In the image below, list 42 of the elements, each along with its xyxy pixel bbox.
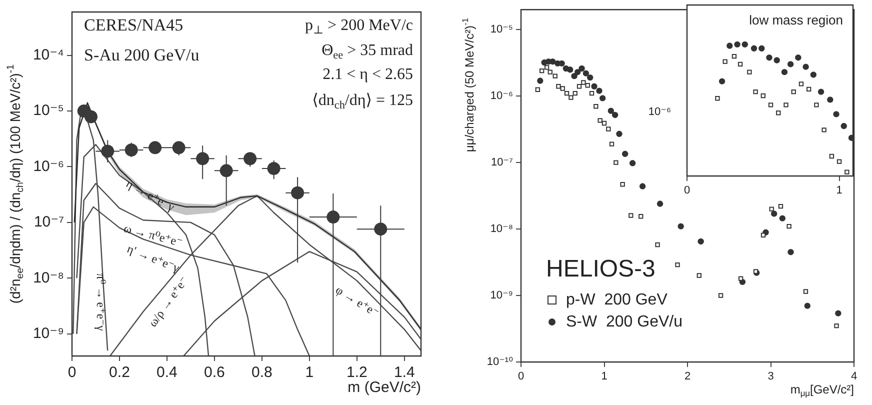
legend-label: p-W 200 GeV [566,291,668,308]
annotation: CERES/NA45 [84,15,184,34]
y-tick-label: 10⁻⁶ [490,90,513,102]
x-tick-label: 0 [518,370,524,383]
y-tick-label: 10⁻⁹ [32,324,64,342]
y-axis-title: (d²nee/dηdm) / (dnch/dη) (100 MeV/c²)-1 [5,64,26,304]
annotation: π⁰ → e⁺e⁻γ [94,273,108,332]
x-tick-label: 0.6 [204,364,225,382]
annotation: p⊥ > 200 MeV/c [305,17,413,37]
x-tick-label: 0 [684,184,690,197]
y-tick-label: 10⁻⁴ [32,46,64,64]
x-tick-label: 0.2 [109,364,130,382]
annotation: S-Au 200 GeV/u [84,45,200,64]
y-tick-label: 10⁻⁸ [33,269,64,286]
y-tick-label: 10⁻¹⁰ [486,356,514,368]
y-tick-label: 10⁻⁹ [490,290,513,302]
y-tick-label: 10⁻⁸ [490,223,513,236]
x-tick-label: 3 [768,370,774,383]
y-tick-label: 10⁻⁶ [33,158,64,175]
x-tick-label: 1 [836,184,842,197]
x-tick-label: 2 [684,370,691,383]
x-tick-label: 4 [850,370,858,383]
x-axis-title: m (GeV/c²) [348,379,422,396]
y-tick-label: 10⁻⁷ [34,214,64,231]
annotation: φ → e⁺e⁻ [333,282,382,320]
y-tick-label: 10⁻⁵ [490,24,513,36]
annotation: 2.1 < η < 2.65 [322,66,414,84]
x-tick-label: 0.8 [252,364,272,382]
annotation: 10⁻⁶ [648,106,672,118]
x-tick-label: 1.2 [346,364,368,382]
y-axis-title: μμ/charged (50 MeV/c²)-1 [460,18,476,152]
y-tick-label: 10⁻⁷ [490,156,514,169]
x-tick-label: 1 [305,364,314,382]
annotation: η → e⁺e⁻γ [124,176,178,214]
legend-label: S-W 200 GeV/u [566,313,682,330]
legend-title: HELIOS-3 [546,256,656,283]
x-tick-label: 1 [601,370,608,383]
x-tick-label: 0 [68,364,76,382]
x-tick-label: 0.4 [156,364,178,382]
chart-title: low mass region [749,12,844,28]
x-tick-label: 1.4 [394,364,415,382]
y-tick-label: 10⁻⁵ [33,102,64,120]
